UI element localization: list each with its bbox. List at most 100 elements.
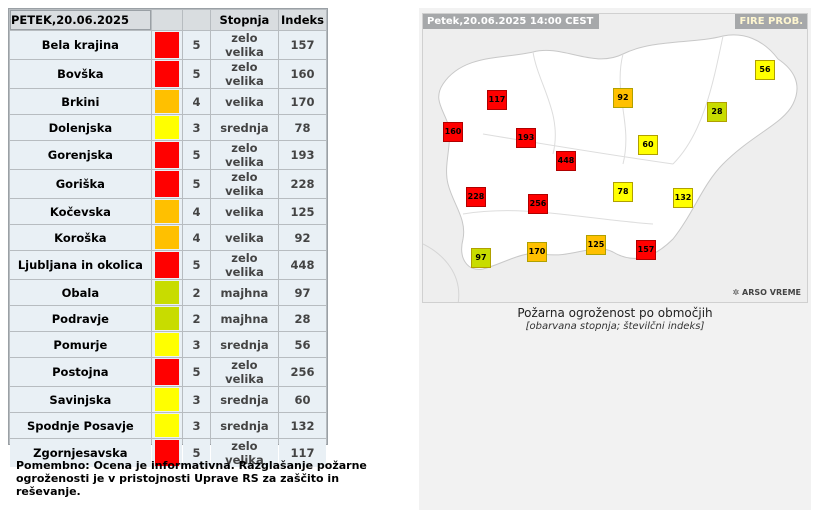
risk-level: 5 — [183, 251, 210, 279]
risk-level: 4 — [183, 89, 210, 114]
risk-color-cell — [151, 225, 183, 250]
risk-color-swatch — [154, 307, 180, 330]
risk-color-swatch — [154, 388, 180, 411]
arso-logo-text: ARSO VREME — [742, 288, 801, 297]
risk-index: 92 — [279, 225, 326, 250]
table-row: Podravje 2 majhna 28 — [10, 306, 326, 331]
risk-color-cell — [151, 251, 183, 279]
risk-level: 5 — [183, 170, 210, 198]
fire-risk-table: PETEK,20.06.2025 Stopnja Indeks Bela kra… — [9, 9, 327, 468]
slovenia-fire-map: Petek,20.06.2025 14:00 CEST FIRE PROB. 5… — [422, 13, 808, 303]
risk-index: 256 — [279, 358, 326, 386]
risk-stopnja: zelo velika — [210, 141, 279, 169]
table-row: Brkini 4 velika 170 — [10, 89, 326, 114]
disclaimer-note: Pomembno: Ocena je informativna. Razglaš… — [16, 459, 367, 498]
arso-logo-icon: ✲ — [732, 288, 743, 297]
color-column-header — [151, 10, 183, 30]
risk-color-swatch — [154, 171, 180, 197]
level-column-header — [183, 10, 210, 30]
map-marker: 160 — [443, 122, 463, 142]
risk-color-swatch — [154, 32, 180, 58]
region-name: Savinjska — [10, 387, 151, 412]
map-subcaption: [obarvana stopnja; številčni indeks] — [525, 321, 705, 332]
risk-stopnja: majhna — [210, 280, 279, 305]
risk-index: 97 — [279, 280, 326, 305]
table-date-header: PETEK,20.06.2025 — [10, 10, 151, 30]
risk-level: 5 — [183, 31, 210, 59]
risk-color-cell — [151, 332, 183, 357]
risk-index: 125 — [279, 199, 326, 224]
map-marker: 170 — [527, 242, 547, 262]
risk-color-cell — [151, 280, 183, 305]
risk-color-swatch — [154, 61, 180, 87]
risk-index: 228 — [279, 170, 326, 198]
risk-color-swatch — [154, 116, 180, 139]
map-marker: 228 — [466, 187, 486, 207]
risk-index: 132 — [279, 413, 326, 438]
map-marker: 193 — [516, 128, 536, 148]
risk-index: 60 — [279, 387, 326, 412]
risk-stopnja: majhna — [210, 306, 279, 331]
map-date-label: Petek,20.06.2025 14:00 CEST — [423, 14, 600, 29]
risk-color-cell — [151, 306, 183, 331]
risk-color-cell — [151, 60, 183, 88]
risk-stopnja: srednja — [210, 413, 279, 438]
risk-stopnja: velika — [210, 199, 279, 224]
risk-stopnja: srednja — [210, 387, 279, 412]
region-name: Goriška — [10, 170, 151, 198]
table-row: Bela krajina 5 zelo velika 157 — [10, 31, 326, 59]
risk-index: 193 — [279, 141, 326, 169]
risk-color-swatch — [154, 90, 180, 113]
risk-level: 5 — [183, 60, 210, 88]
map-marker: 132 — [673, 188, 693, 208]
risk-level: 5 — [183, 439, 210, 467]
table-row: Obala 2 majhna 97 — [10, 280, 326, 305]
map-marker: 97 — [471, 248, 491, 268]
table-header-row: PETEK,20.06.2025 Stopnja Indeks — [10, 10, 326, 30]
risk-color-swatch — [154, 440, 180, 466]
risk-color-swatch — [154, 359, 180, 385]
table-row: Gorenjska 5 zelo velika 193 — [10, 141, 326, 169]
risk-color-cell — [151, 170, 183, 198]
risk-color-cell — [151, 413, 183, 438]
map-caption: Požarna ogroženost po območjih — [517, 306, 713, 320]
risk-stopnja: zelo velika — [210, 358, 279, 386]
stopnja-column-header: Stopnja — [210, 10, 279, 30]
risk-color-cell — [151, 141, 183, 169]
arso-logo: ✲ ARSO VREME — [733, 288, 801, 297]
risk-level: 3 — [183, 332, 210, 357]
risk-color-swatch — [154, 414, 180, 437]
risk-color-swatch — [154, 252, 180, 278]
risk-level: 5 — [183, 141, 210, 169]
table-row: Dolenjska 3 srednja 78 — [10, 115, 326, 140]
risk-color-swatch — [154, 142, 180, 168]
risk-stopnja: zelo velika — [210, 251, 279, 279]
risk-level: 4 — [183, 225, 210, 250]
indeks-column-header: Indeks — [279, 10, 326, 30]
region-name: Zgornjesavska — [10, 439, 151, 467]
risk-index: 78 — [279, 115, 326, 140]
table-row: Savinjska 3 srednja 60 — [10, 387, 326, 412]
region-name: Bovška — [10, 60, 151, 88]
risk-stopnja: zelo velika — [210, 439, 279, 467]
table-row: Goriška 5 zelo velika 228 — [10, 170, 326, 198]
region-name: Gorenjska — [10, 141, 151, 169]
map-marker: 28 — [707, 102, 727, 122]
risk-index: 170 — [279, 89, 326, 114]
risk-level: 2 — [183, 280, 210, 305]
map-marker: 117 — [487, 90, 507, 110]
risk-level: 3 — [183, 387, 210, 412]
risk-color-swatch — [154, 281, 180, 304]
risk-color-cell — [151, 439, 183, 467]
map-marker: 157 — [636, 240, 656, 260]
region-name: Koroška — [10, 225, 151, 250]
table-row: Kočevska 4 velika 125 — [10, 199, 326, 224]
risk-color-cell — [151, 31, 183, 59]
map-marker: 448 — [556, 151, 576, 171]
region-name: Postojna — [10, 358, 151, 386]
risk-stopnja: srednja — [210, 332, 279, 357]
table-row: Bovška 5 zelo velika 160 — [10, 60, 326, 88]
risk-index: 160 — [279, 60, 326, 88]
risk-index: 117 — [279, 439, 326, 467]
risk-stopnja: velika — [210, 225, 279, 250]
